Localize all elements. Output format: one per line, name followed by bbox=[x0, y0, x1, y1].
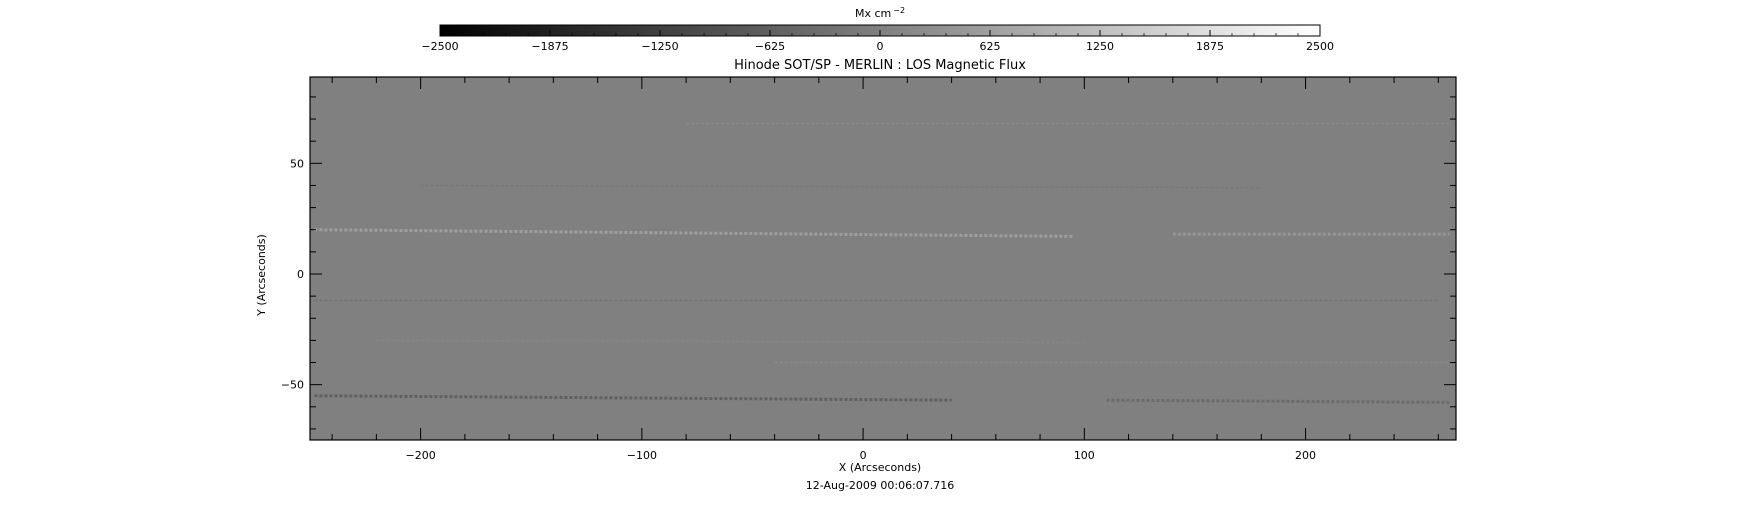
colorbar-tick-label: 625 bbox=[980, 40, 1001, 53]
x-tick-label: 100 bbox=[1074, 449, 1095, 462]
x-tick-label: −200 bbox=[406, 449, 436, 462]
y-tick-label: 0 bbox=[297, 268, 304, 281]
x-axis-label: X (Arcseconds) bbox=[839, 461, 921, 474]
chart-title: Hinode SOT/SP - MERLIN : LOS Magnetic Fl… bbox=[734, 58, 1026, 73]
axis-ticks: −200 −100 0 100 200 −50 0 50 bbox=[281, 77, 1456, 462]
colorbar: Mx cm −2 −2500 −1875 −1250 −625 0 625 1250 1875 2… bbox=[421, 6, 1334, 53]
x-tick-label: 200 bbox=[1295, 449, 1316, 462]
flux-streak-4 bbox=[1106, 398, 1450, 404]
colorbar-tick-label: −1250 bbox=[641, 40, 678, 53]
flux-streak-8 bbox=[420, 184, 1262, 189]
y-tick-label: 50 bbox=[290, 157, 304, 170]
y-tick-label: −50 bbox=[281, 379, 304, 392]
colorbar-tick-label: 1875 bbox=[1196, 40, 1224, 53]
plot-background bbox=[310, 77, 1456, 440]
colorbar-tick-label: 1250 bbox=[1086, 40, 1114, 53]
x-tick-label: 0 bbox=[860, 449, 867, 462]
colorbar-tick-label: 0 bbox=[877, 40, 884, 53]
x-tick-label: −100 bbox=[627, 449, 657, 462]
flux-features bbox=[314, 122, 1450, 404]
colorbar-ticks: −2500 −1875 −1250 −625 0 625 1250 1875 2500 bbox=[421, 30, 1334, 53]
colorbar-tick-label: 2500 bbox=[1306, 40, 1334, 53]
y-axis-label: Y (Arcseconds) bbox=[255, 234, 268, 317]
colorbar-tick-label: −1875 bbox=[531, 40, 568, 53]
colorbar-label: Mx cm −2 bbox=[855, 6, 905, 20]
flux-streak-9 bbox=[376, 339, 1085, 344]
plot-frame bbox=[309, 76, 1457, 441]
plot-area: −200 −100 0 100 200 −50 0 50 bbox=[281, 76, 1457, 462]
observation-timestamp: 12-Aug-2009 00:06:07.716 bbox=[806, 479, 955, 492]
flux-streak-1 bbox=[314, 228, 1074, 238]
flux-streak-3 bbox=[314, 394, 952, 402]
colorbar-tick-label: −2500 bbox=[421, 40, 458, 53]
colorbar-tick-label: −625 bbox=[755, 40, 785, 53]
